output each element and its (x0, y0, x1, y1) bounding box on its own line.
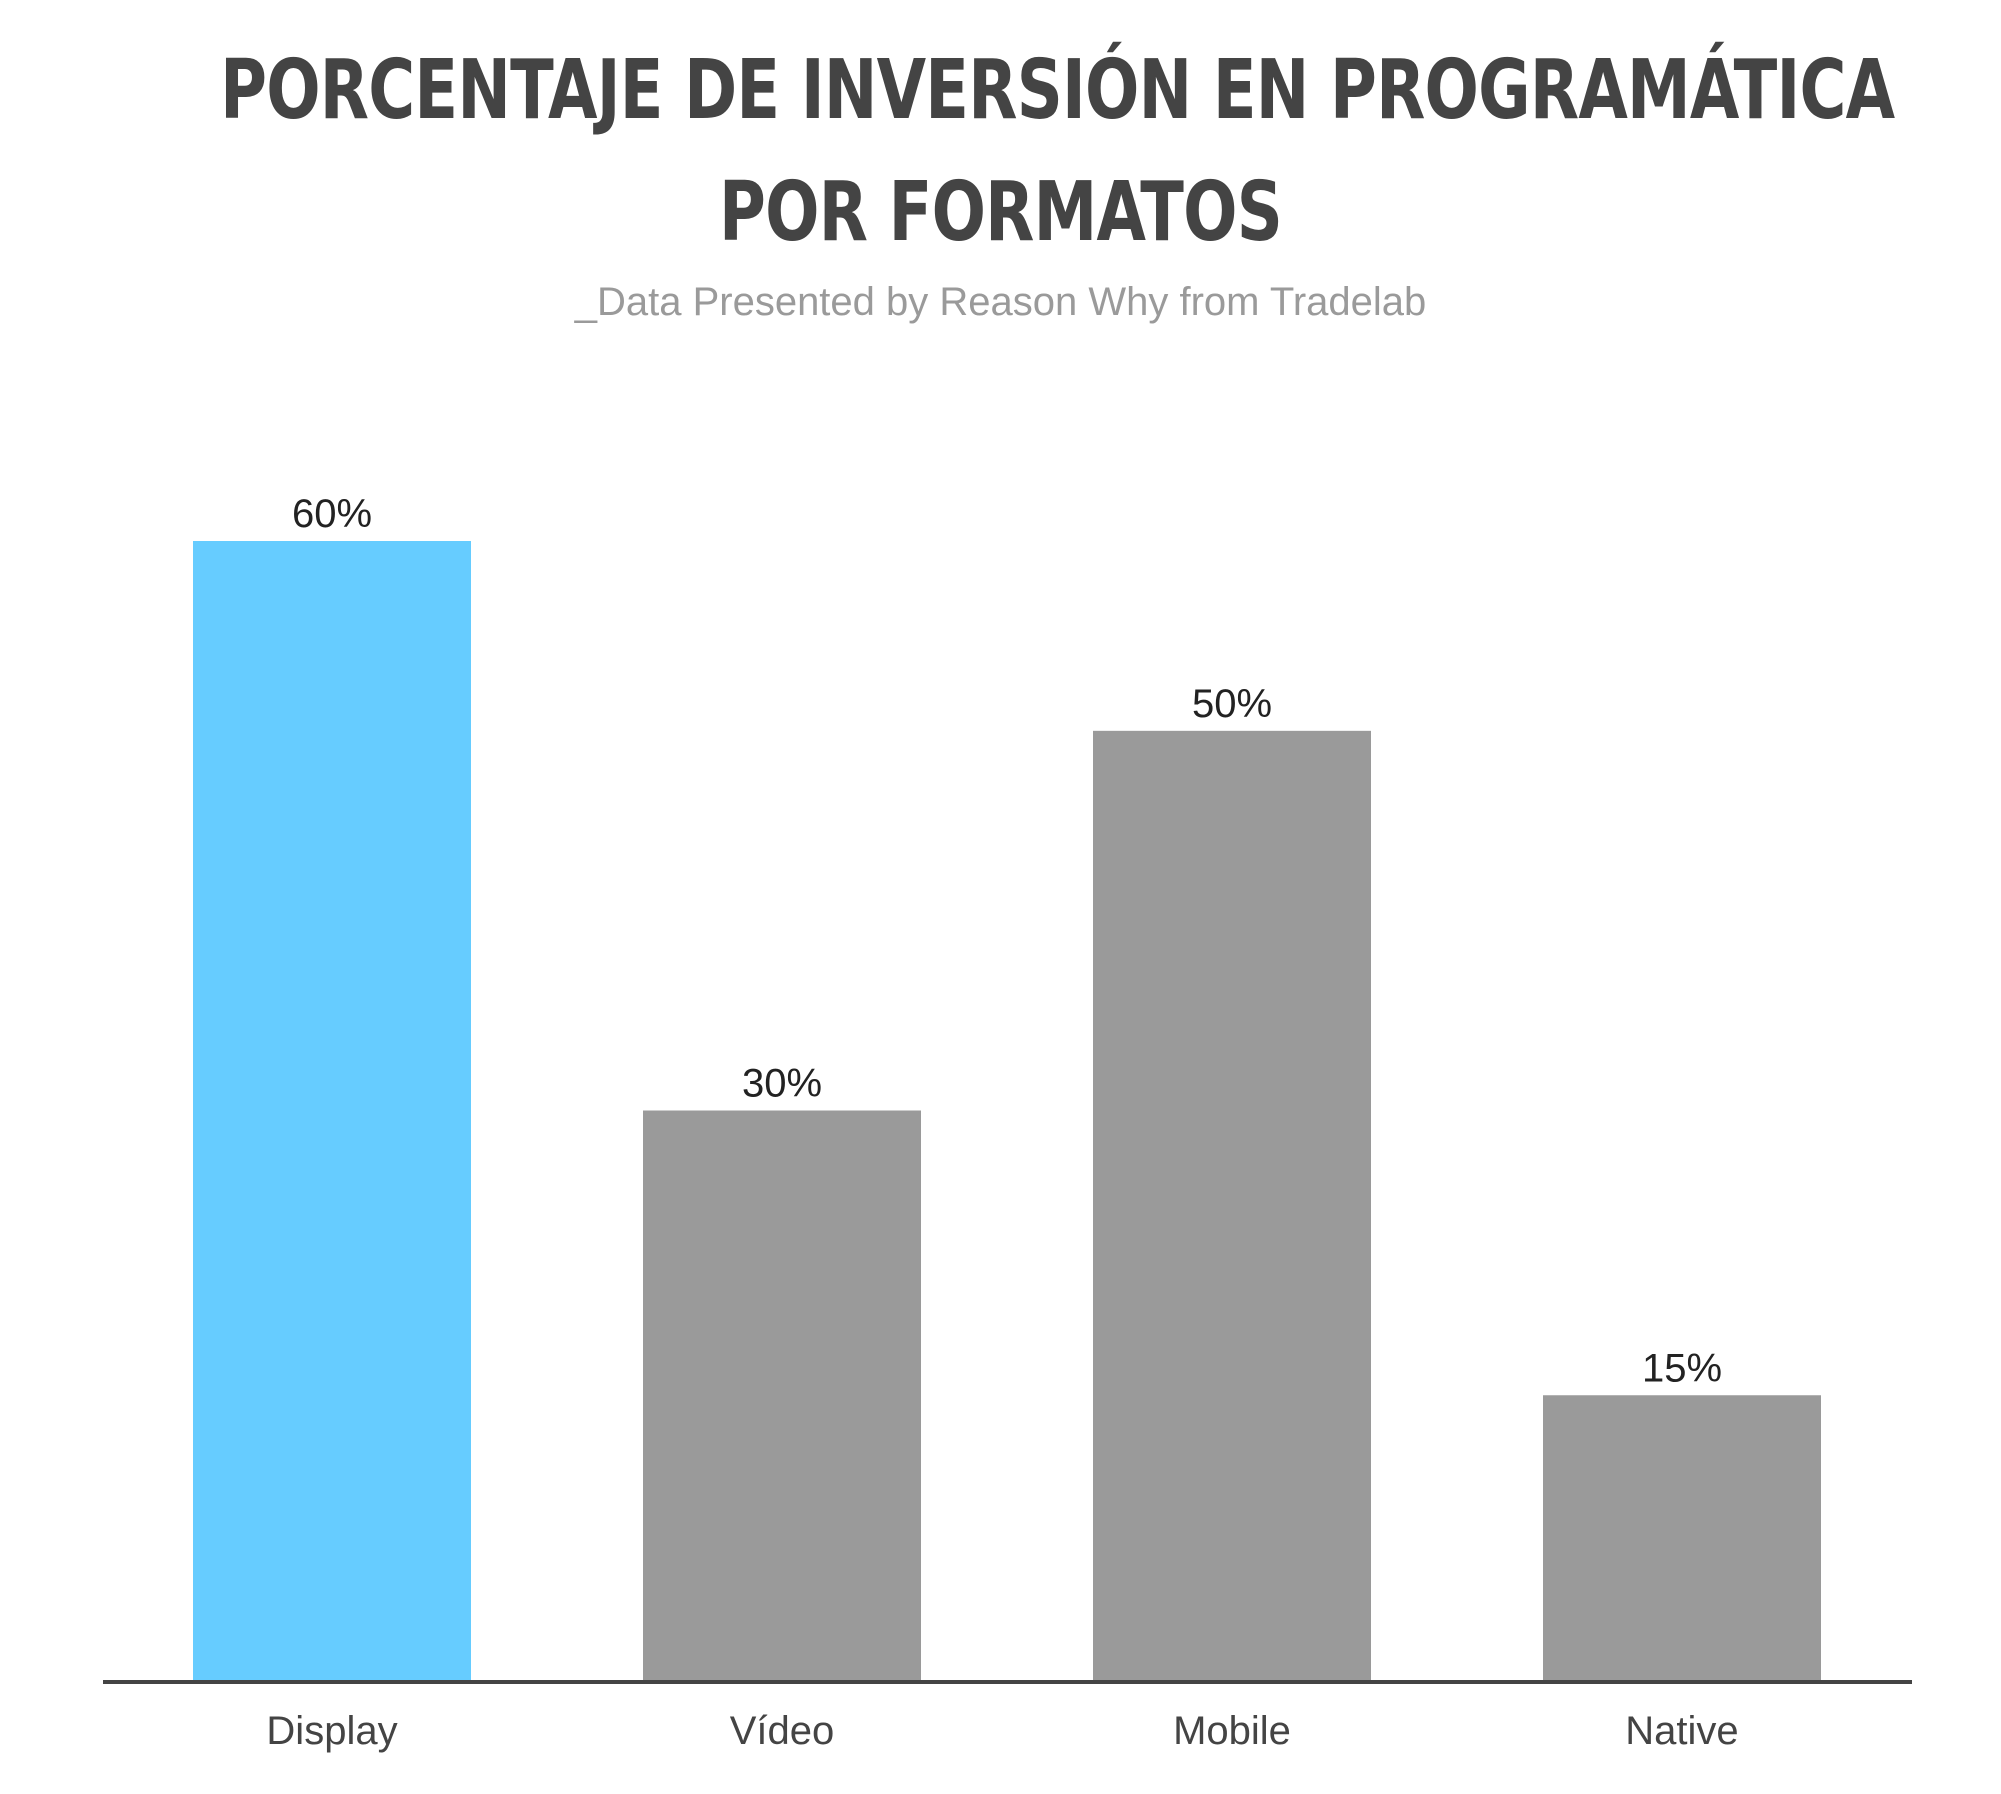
bar-vídeo (643, 1110, 921, 1680)
category-label: Display (266, 1709, 397, 1753)
chart-subtitle: _Data Presented by Reason Why from Trade… (574, 280, 1427, 324)
value-label: 60% (292, 492, 372, 536)
bar-display (193, 541, 471, 1680)
value-label: 15% (1642, 1346, 1722, 1390)
chart-title-line-2: POR FORMATOS (719, 165, 1283, 260)
chart-title: PORCENTAJE DE INVERSIÓN EN PROGRAMÁTICA … (220, 30, 1895, 274)
category-label: Mobile (1173, 1709, 1291, 1753)
bar-native (1543, 1395, 1821, 1680)
chart-title-line-1: PORCENTAJE DE INVERSIÓN EN PROGRAMÁTICA (220, 43, 1895, 138)
value-label: 50% (1192, 682, 1272, 726)
value-label: 30% (742, 1062, 822, 1106)
category-label: Vídeo (730, 1709, 835, 1753)
category-label: Native (1625, 1709, 1738, 1753)
bar-mobile (1093, 730, 1371, 1680)
